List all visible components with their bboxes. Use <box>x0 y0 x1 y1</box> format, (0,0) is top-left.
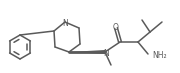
Polygon shape <box>69 50 105 54</box>
Text: NH₂: NH₂ <box>152 51 167 59</box>
Text: N: N <box>103 48 109 58</box>
Text: N: N <box>62 18 68 28</box>
Text: O: O <box>113 22 119 32</box>
